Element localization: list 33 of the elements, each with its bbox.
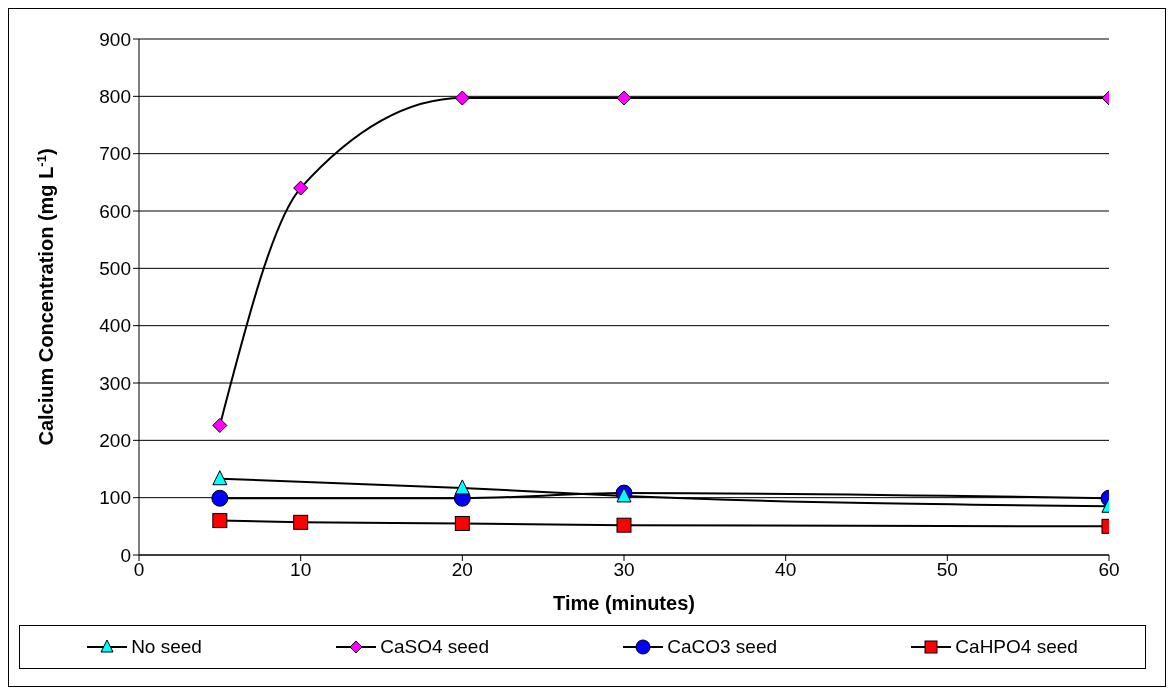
point <box>212 417 228 433</box>
x-tick-label: 10 <box>290 559 312 581</box>
y-tick-label: 900 <box>99 28 131 50</box>
legend-label: No seed <box>131 636 202 658</box>
point <box>211 489 229 507</box>
legend-label: CaCO3 seed <box>667 636 778 658</box>
y-tick-label: 700 <box>99 143 131 165</box>
y-tick-label: 400 <box>99 315 131 337</box>
point <box>212 470 228 486</box>
point <box>454 90 470 106</box>
legend-label: CaSO4 seed <box>380 636 489 658</box>
x-tick-label: 0 <box>133 559 145 581</box>
x-tick-label: 40 <box>775 559 797 581</box>
point <box>616 90 632 106</box>
y-tick-label: 0 <box>120 544 131 566</box>
x-tick-label: 30 <box>613 559 635 581</box>
point <box>454 479 470 495</box>
y-tick-label: 200 <box>99 430 131 452</box>
x-tick-label: 20 <box>451 559 473 581</box>
point <box>293 514 309 530</box>
y-tick-label: 100 <box>99 487 131 509</box>
y-tick-label: 500 <box>99 258 131 280</box>
y-tick-label: 600 <box>99 200 131 222</box>
point <box>616 517 632 533</box>
y-tick-label: 800 <box>99 86 131 108</box>
point <box>454 515 470 531</box>
x-axis-title: Time (minutes) <box>553 592 695 614</box>
point <box>293 180 309 196</box>
x-tick-label: 50 <box>936 559 958 581</box>
legend-label: CaHPO4 seed <box>955 636 1078 658</box>
x-tick-label: 60 <box>1098 559 1120 581</box>
y-tick-label: 300 <box>99 372 131 394</box>
point <box>212 513 228 529</box>
